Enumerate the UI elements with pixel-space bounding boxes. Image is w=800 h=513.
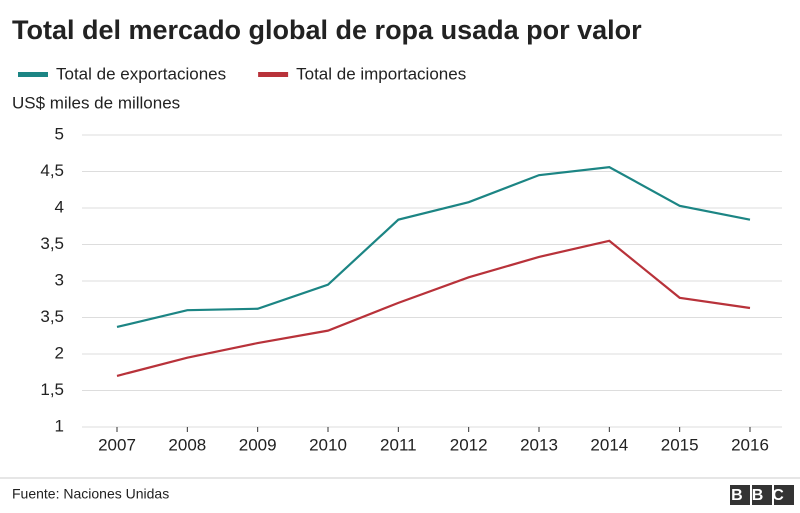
y-tick-label: 1 (55, 416, 64, 435)
logo: BBC (730, 485, 794, 505)
y-tick-label: 4 (55, 197, 64, 216)
x-tick-label: 2015 (661, 435, 699, 454)
x-tick-label: 2009 (239, 435, 277, 454)
chart-title: Total del mercado global de ropa usada p… (12, 15, 642, 45)
y-tick-label: 3 (55, 270, 64, 289)
x-tick-label: 2007 (98, 435, 136, 454)
legend-label: Total de importaciones (296, 64, 466, 83)
y-tick-label: 2 (55, 343, 64, 362)
legend-swatch (18, 72, 48, 77)
y-tick-label: 5 (55, 124, 64, 143)
x-tick-label: 2014 (590, 435, 628, 454)
series-line (116, 165, 751, 329)
x-tick-label: 2008 (168, 435, 206, 454)
y-tick-label: 4,5 (40, 161, 64, 180)
source: Fuente: Naciones Unidas (12, 486, 169, 502)
logo-text: BBC (731, 487, 793, 504)
series-line (116, 239, 751, 377)
x-tick-label: 2010 (309, 435, 347, 454)
y-tick-label: 3,5 (40, 307, 64, 326)
x-tick-label: 2011 (380, 435, 417, 454)
legend-label: Total de exportaciones (56, 64, 226, 83)
legend-swatch (258, 72, 289, 77)
y-axis-label: US$ miles de millones (12, 93, 180, 112)
x-tick-label: 2012 (450, 435, 488, 454)
y-tick-label: 1,5 (40, 380, 64, 399)
x-tick-label: 2016 (731, 435, 769, 454)
x-tick-label: 2013 (520, 435, 558, 454)
y-tick-label: 3,5 (40, 234, 64, 253)
